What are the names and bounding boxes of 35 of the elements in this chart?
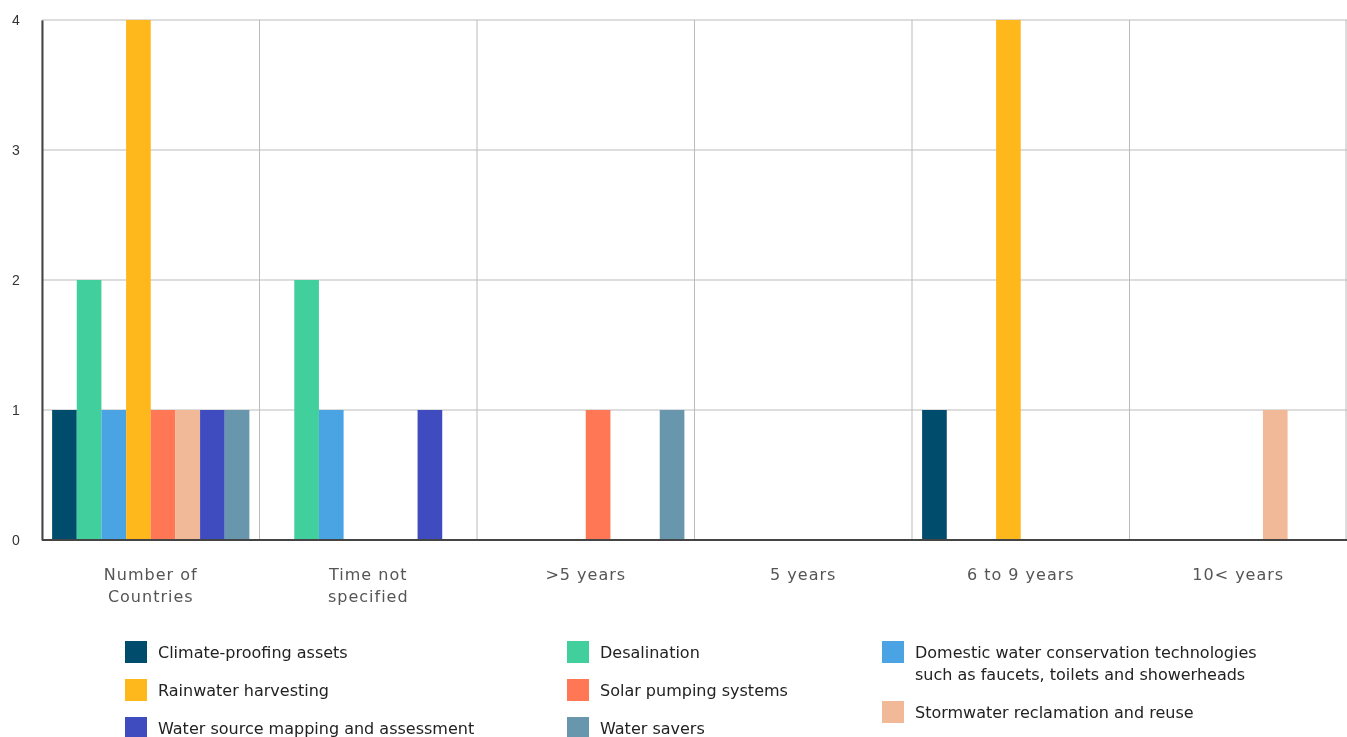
bar: [996, 20, 1021, 540]
bar: [101, 410, 127, 540]
bar: [922, 410, 947, 540]
y-tick-label: 2: [12, 271, 20, 288]
bar: [52, 410, 77, 540]
legend-label: Desalination: [600, 643, 700, 662]
y-tick-label: 4: [12, 11, 20, 28]
legend-label: Domestic water conservation technologies such as faucets, toilets and showerheads: [915, 643, 1257, 684]
legend-label: Stormwater reclamation and reuse: [915, 703, 1194, 722]
x-tick-label: 5 years: [770, 565, 837, 584]
bar: [417, 410, 443, 540]
bar: [294, 280, 319, 540]
legend-label: Climate-proofing assets: [158, 643, 348, 662]
y-tick-label: 3: [12, 141, 20, 158]
bar: [76, 280, 102, 540]
legend-label: Rainwater harvesting: [158, 681, 330, 700]
legend-label: Water source mapping and assessment: [158, 719, 475, 737]
legend-label: Water savers: [600, 719, 705, 737]
x-tick-label: Time not specified: [327, 565, 409, 606]
bar: [175, 410, 201, 540]
y-tick-label: 1: [12, 401, 20, 418]
x-tick-label: 10< years: [1192, 565, 1285, 584]
y-tick-label: 0: [12, 531, 20, 548]
bar: [585, 410, 611, 540]
bar: [318, 410, 344, 540]
bar: [126, 20, 151, 540]
x-tick-label: Number of Countries: [103, 565, 198, 606]
bar: [150, 410, 176, 540]
bar: [659, 410, 685, 540]
legend-label: Solar pumping systems: [600, 681, 788, 700]
bar: [1262, 410, 1288, 540]
bar: [200, 410, 225, 540]
bar: [224, 410, 250, 540]
x-tick-label: >5 years: [545, 565, 627, 584]
x-tick-label: 6 to 9 years: [966, 565, 1075, 584]
